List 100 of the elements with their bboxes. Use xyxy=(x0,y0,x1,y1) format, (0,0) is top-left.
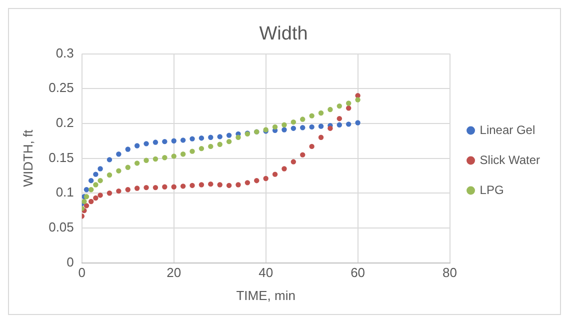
point xyxy=(116,188,122,194)
point xyxy=(93,182,98,188)
x-tick-label: 40 xyxy=(258,265,274,280)
point xyxy=(300,125,306,130)
legend-label: Slick Water xyxy=(480,152,540,167)
point xyxy=(208,144,214,150)
point xyxy=(272,172,278,177)
point xyxy=(355,93,360,98)
point xyxy=(190,136,195,142)
point xyxy=(152,156,158,162)
point xyxy=(162,138,168,144)
point xyxy=(309,144,314,150)
point xyxy=(125,146,130,152)
point xyxy=(125,187,130,192)
point xyxy=(84,187,90,192)
legend-label: LPG xyxy=(480,182,504,197)
point xyxy=(134,186,140,191)
x-axis-title: TIME, min xyxy=(236,288,296,303)
y-axis-title: WIDTH, ft xyxy=(20,129,36,187)
point xyxy=(328,126,333,131)
point xyxy=(171,184,176,190)
point xyxy=(346,122,352,127)
point xyxy=(336,103,342,109)
point xyxy=(290,126,296,131)
point xyxy=(328,106,333,112)
point xyxy=(171,154,176,159)
point xyxy=(217,134,222,140)
point xyxy=(236,134,241,140)
y-tick-label: 0.15 xyxy=(48,150,74,165)
point xyxy=(84,203,90,208)
point xyxy=(318,110,324,116)
point xyxy=(198,146,204,152)
point xyxy=(116,152,122,157)
point xyxy=(84,194,90,200)
point xyxy=(198,182,204,188)
y-tick-label: 0 xyxy=(66,254,74,270)
point xyxy=(106,157,112,162)
point xyxy=(282,166,287,172)
y-tick-label: 0.1 xyxy=(56,184,74,200)
point xyxy=(309,113,314,118)
point xyxy=(98,178,103,184)
point xyxy=(217,182,222,188)
point xyxy=(125,164,130,170)
y-tick-label: 0.25 xyxy=(48,80,74,96)
point xyxy=(93,195,98,201)
point xyxy=(88,178,94,184)
point xyxy=(162,184,168,190)
point xyxy=(116,168,122,174)
point xyxy=(300,116,306,122)
point xyxy=(355,120,360,126)
point xyxy=(226,182,232,188)
chart-title: Width xyxy=(259,24,308,45)
point xyxy=(346,100,352,106)
point xyxy=(282,127,287,132)
y-tick-label: 0.2 xyxy=(56,115,74,130)
point xyxy=(290,159,296,164)
point xyxy=(162,155,168,160)
point xyxy=(98,192,103,198)
x-tick-label: 80 xyxy=(442,265,458,280)
point xyxy=(106,190,112,196)
point xyxy=(198,135,204,141)
point xyxy=(106,172,112,178)
point xyxy=(190,182,195,188)
point xyxy=(244,180,250,186)
point xyxy=(355,97,360,102)
point xyxy=(318,134,324,140)
point xyxy=(217,142,222,147)
point xyxy=(93,172,98,177)
point xyxy=(152,184,158,190)
point xyxy=(300,152,306,158)
point xyxy=(282,122,287,128)
legend-label: Linear Gel xyxy=(480,122,536,137)
point xyxy=(98,166,103,172)
point xyxy=(180,138,186,143)
point xyxy=(272,124,278,130)
point xyxy=(134,143,140,148)
point xyxy=(226,132,232,138)
point xyxy=(336,122,342,128)
point xyxy=(208,134,214,140)
point xyxy=(318,124,324,129)
point xyxy=(336,116,342,122)
point xyxy=(346,106,352,111)
point xyxy=(263,176,268,182)
point xyxy=(208,181,214,187)
x-tick-label: 60 xyxy=(350,265,366,280)
point xyxy=(144,141,149,146)
point xyxy=(190,148,195,154)
point xyxy=(88,187,94,192)
point xyxy=(152,140,158,145)
x-tick-label: 0 xyxy=(78,265,86,280)
point xyxy=(134,160,140,166)
point xyxy=(82,198,87,204)
point xyxy=(309,124,314,130)
point xyxy=(290,119,296,125)
point xyxy=(171,138,176,144)
point xyxy=(144,184,149,190)
point xyxy=(226,138,232,144)
y-tick-label: 0.05 xyxy=(48,220,74,235)
x-tick-label: 20 xyxy=(166,265,182,280)
point xyxy=(254,178,260,184)
